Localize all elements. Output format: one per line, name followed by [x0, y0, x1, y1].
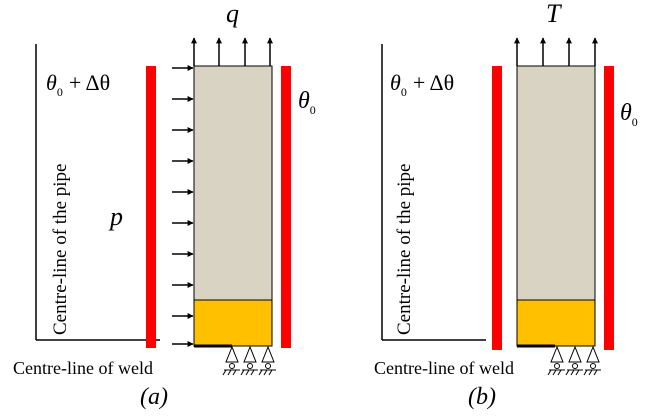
- pressure-arrows: [172, 65, 194, 347]
- top-load-arrows: [191, 37, 273, 66]
- right-temperature-label: θ0: [298, 88, 316, 117]
- left-temperature-label: θ0 + Δθ: [46, 70, 110, 99]
- weld-centreline-label: Centre-line of weld: [374, 358, 514, 378]
- right-heat-bar: [281, 66, 291, 348]
- top-load-arrows: [514, 37, 598, 66]
- left-heat-bar: [146, 66, 156, 348]
- roller-support-icon: [222, 345, 276, 376]
- panel-b: T θ0 + Δθ θ0 Centre-line of the pipe Cent…: [374, 0, 638, 410]
- roller-support-icon: [547, 345, 601, 376]
- top-load-label: q: [226, 0, 239, 28]
- left-heat-bar: [492, 66, 502, 350]
- weld-region: [193, 299, 273, 347]
- top-load-label: T: [546, 0, 562, 28]
- right-temperature-label: θ0: [620, 100, 638, 129]
- weld-region: [516, 299, 596, 347]
- pipe-wall-section: [516, 65, 596, 301]
- pipe-centreline-label: Centre-line of the pipe: [394, 164, 415, 335]
- right-heat-bar: [604, 66, 614, 350]
- pressure-label: p: [108, 202, 123, 231]
- left-temperature-label: θ0 + Δθ: [390, 70, 454, 99]
- panel-b-caption: (b): [468, 384, 496, 410]
- pipe-wall-section: [193, 65, 273, 301]
- panel-a-caption: (a): [140, 384, 168, 410]
- weld-centreline-label: Centre-line of weld: [13, 358, 153, 378]
- pipe-centreline-label: Centre-line of the pipe: [50, 164, 71, 335]
- panel-a: q p θ0 + Δθ θ0 Centre-line of the pipe Ce…: [13, 0, 316, 410]
